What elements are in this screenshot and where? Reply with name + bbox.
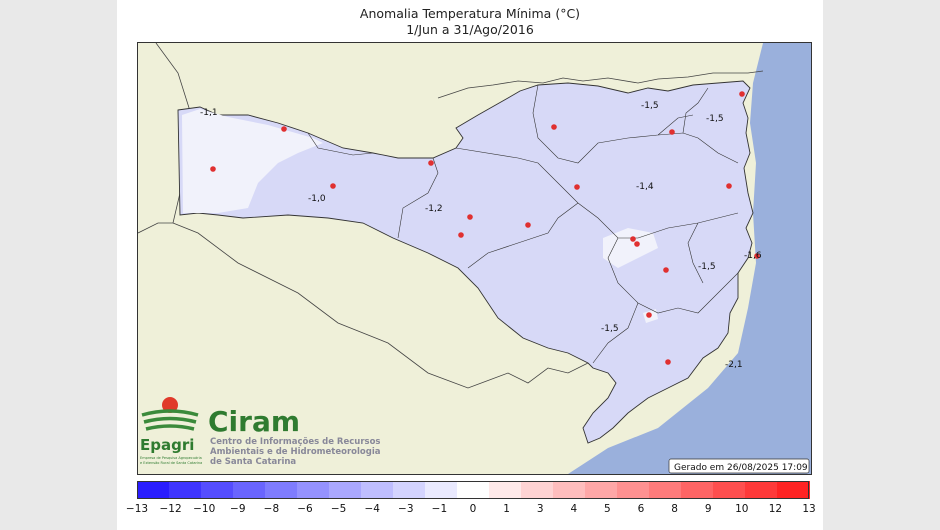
colorbar-tick-label: 3 — [536, 503, 544, 515]
logo-ciram-sub1: Centro de Informações de Recursos — [210, 437, 380, 447]
warm-anomaly-central — [603, 228, 658, 268]
map-figure: Anomalia Temperatura Mínima (°C) 1/Jun a… — [117, 0, 823, 530]
colorbar-tick-label: −4 — [364, 503, 380, 515]
colorbar-segment — [361, 481, 394, 499]
colorbar-tick-label: 10 — [735, 503, 749, 515]
colorbar-segment — [425, 481, 458, 499]
colorbar-segment — [745, 481, 778, 499]
colorbar — [137, 481, 810, 499]
colorbar-tick-label: −1 — [431, 503, 448, 515]
station-dots — [210, 91, 760, 365]
contour-label: -1,1 — [200, 108, 218, 118]
contour-label: -2,1 — [725, 360, 743, 370]
colorbar-segment — [393, 481, 426, 499]
contour-label: -1,4 — [636, 182, 654, 192]
station-dot — [665, 359, 671, 365]
logo-stripe-icon — [143, 416, 197, 424]
colorbar-segment — [329, 481, 362, 499]
colorbar-segment — [649, 481, 682, 499]
station-dot — [281, 126, 287, 132]
logo-epagri-sub1: Empresa de Pesquisa Agropecuária — [140, 456, 202, 460]
colorbar-segment — [201, 481, 234, 499]
colorbar-segment — [713, 481, 746, 499]
logo-stripe-icon — [145, 424, 195, 431]
colorbar-segment — [457, 481, 490, 499]
station-dot — [467, 214, 473, 220]
colorbar-segment — [489, 481, 522, 499]
colorbar-segment — [169, 481, 202, 499]
colorbar-tick-label: 4 — [570, 503, 578, 515]
logo-epagri-text: Epagri — [140, 436, 194, 454]
colorbar-segment — [265, 481, 298, 499]
contour-label: -1,5 — [641, 101, 659, 111]
colorbar-tick-label: −6 — [297, 503, 313, 515]
colorbar-segment — [233, 481, 266, 499]
logo-ciram-sub3: de Santa Catarina — [210, 457, 296, 467]
station-dot — [663, 267, 669, 273]
colorbar-segment — [297, 481, 330, 499]
colorbar-tick-label: −9 — [230, 503, 246, 515]
station-dot — [726, 183, 732, 189]
contour-label: -1,5 — [698, 262, 716, 272]
contour-label: -1,5 — [706, 114, 724, 124]
colorbar-tick-label: −5 — [330, 503, 347, 515]
contour-label: -1,0 — [308, 194, 326, 204]
colorbar-tick-label: −3 — [398, 503, 414, 515]
map-frame: -1,1 -1,0 -1,2 -1,5 -1,5 -1,4 -1,5 -1,6 -1,5 -2,1… — [137, 42, 812, 475]
logo-epagri-sub2: e Extensão Rural de Santa Catarina — [140, 461, 202, 465]
rs-border — [172, 222, 589, 389]
colorbar-segment — [553, 481, 586, 499]
contour-label: -1,2 — [425, 204, 443, 214]
station-dot — [458, 232, 464, 238]
colorbar-tick-label: 0 — [469, 503, 477, 515]
colorbar-tick-label: −10 — [193, 503, 216, 515]
station-dot — [739, 91, 745, 97]
logo-sun-icon — [162, 397, 178, 413]
station-dot — [428, 160, 434, 166]
colorbar-tick-label: 12 — [768, 503, 783, 515]
station-dot — [630, 236, 636, 242]
colorbar-tick-label: 9 — [704, 503, 712, 515]
contour-label: -1,6 — [744, 251, 762, 261]
colorbar-segment — [521, 481, 554, 499]
generated-stamp: Gerado em 26/08/2025 17:09 — [674, 463, 808, 473]
epagri-ciram-logo: Epagri Empresa de Pesquisa Agropecuária … — [140, 397, 381, 467]
logo-ciram-sub2: Ambientais e de Hidrometeorologia — [210, 447, 381, 457]
station-dot — [754, 253, 760, 259]
station-dot — [525, 222, 531, 228]
logo-stripe-icon — [141, 409, 199, 417]
colorbar-tick-label: 8 — [671, 503, 678, 515]
ocean-area — [568, 43, 811, 474]
station-dot — [634, 241, 640, 247]
colorbar-tick-label: −8 — [263, 503, 280, 515]
generated-stamp-box — [668, 458, 810, 474]
colorbar-segment — [617, 481, 650, 499]
colorbar-segment — [777, 481, 810, 499]
map-title: Anomalia Temperatura Mínima (°C) — [359, 6, 581, 21]
contour-label: -1,5 — [601, 324, 619, 334]
colorbar-tick-label: 1 — [503, 503, 510, 515]
region-boundaries — [307, 84, 739, 364]
station-dot — [669, 129, 675, 135]
station-dot — [330, 183, 336, 189]
santa-catarina-state — [177, 80, 754, 444]
map-period: 1/Jun a 31/Ago/2016 — [406, 22, 534, 37]
contour-labels: -1,1 -1,0 -1,2 -1,5 -1,5 -1,4 -1,5 -1,6 -1,5 -2,1 — [200, 101, 762, 370]
colorbar-tick-label: −13 — [125, 503, 149, 515]
colorbar-frame — [137, 481, 809, 499]
colorbar-segment — [681, 481, 714, 499]
colorbar-tick-label: −12 — [159, 503, 182, 515]
colorbar-segment — [585, 481, 618, 499]
colorbar-segment — [137, 481, 170, 499]
station-dot — [210, 166, 216, 172]
warm-anomaly-west — [182, 109, 323, 213]
colorbar-tick-label: 6 — [637, 503, 645, 515]
colorbar-tick-label: 13 — [802, 503, 816, 515]
colorbar-tick-label: 5 — [604, 503, 611, 515]
station-dot — [646, 312, 652, 318]
logo-ciram-text: Ciram — [208, 405, 300, 438]
station-dot — [551, 124, 557, 130]
pr-border — [437, 70, 764, 99]
station-dot — [574, 184, 580, 190]
